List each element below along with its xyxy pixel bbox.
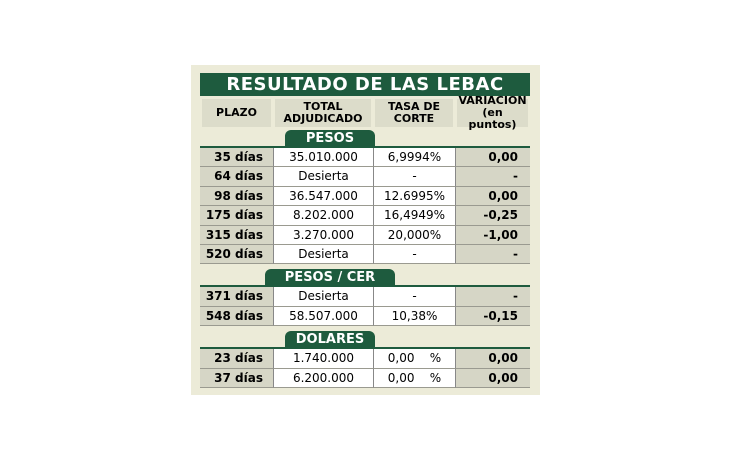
table-cell: 10,38% <box>373 306 455 327</box>
table-cell: 36.547.000 <box>273 186 373 207</box>
table-cell: 16,4949% <box>373 206 455 226</box>
section-tab: PESOS <box>285 130 375 148</box>
table-cell: 0,00 <box>455 186 530 207</box>
table-cell: Desierta <box>273 167 373 187</box>
table-cell: 0,00 <box>455 349 530 369</box>
table-cell: Desierta <box>273 245 373 265</box>
table-cell: 35 días <box>200 148 273 168</box>
table-cell: 8.202.000 <box>273 206 373 226</box>
table-cell: 58.507.000 <box>273 306 373 327</box>
header-line: (en puntos) <box>468 106 517 131</box>
table-cell: - <box>373 287 455 307</box>
table-cell: 35.010.000 <box>273 148 373 168</box>
table-cell: 0,00 <box>455 368 530 388</box>
table-cell: -0,15 <box>455 306 530 327</box>
table-cell: - <box>455 287 530 307</box>
section-tab: PESOS / CER <box>265 269 395 288</box>
table-cell: 175 días <box>200 206 273 226</box>
table-cell: 6.200.000 <box>273 368 373 388</box>
table-cell: 0,00 % <box>373 349 455 369</box>
header-line: CORTE <box>393 112 435 125</box>
column-header: TOTAL ADJUDICADO <box>275 99 371 127</box>
header-line: TOTAL <box>303 100 343 113</box>
table-cell: -0,25 <box>455 206 530 226</box>
column-header: PLAZO <box>202 99 271 127</box>
table-cell: 548 días <box>200 306 273 327</box>
table-cell: 315 días <box>200 225 273 245</box>
table-cell: 3.270.000 <box>273 225 373 245</box>
header-line: PLAZO <box>216 106 257 119</box>
section-rule <box>200 146 530 148</box>
table-cell: -1,00 <box>455 225 530 245</box>
table-cell: 98 días <box>200 186 273 207</box>
title: RESULTADO DE LAS LEBAC <box>200 73 530 96</box>
header-line: ADJUDICADO <box>283 112 363 125</box>
table-cell: - <box>455 167 530 187</box>
table-cell: 64 días <box>200 167 273 187</box>
table-cell: Desierta <box>273 287 373 307</box>
section-rule <box>200 285 530 288</box>
table-cell: 6,9994% <box>373 148 455 168</box>
table-cell: 0,00 <box>455 148 530 168</box>
table-cell: - <box>373 245 455 265</box>
table-cell: - <box>373 167 455 187</box>
table-cell: - <box>455 245 530 265</box>
table-cell: 23 días <box>200 349 273 369</box>
table-cell: 520 días <box>200 245 273 265</box>
column-header: TASA DE CORTE <box>375 99 453 127</box>
header-line: TASA DE <box>387 100 441 113</box>
table-cell: 371 días <box>200 287 273 307</box>
table-cell: 0,00 % <box>373 368 455 388</box>
table-cell: 37 días <box>200 368 273 388</box>
table-cell: 20,000% <box>373 225 455 245</box>
column-header: VARIACION (en puntos) <box>457 95 528 131</box>
section-rule <box>200 347 530 350</box>
table-cell: 1.740.000 <box>273 349 373 369</box>
header-line: VARIACION <box>458 94 527 107</box>
section-tab: DOLARES <box>285 331 375 350</box>
table-cell: 12.6995% <box>373 186 455 207</box>
